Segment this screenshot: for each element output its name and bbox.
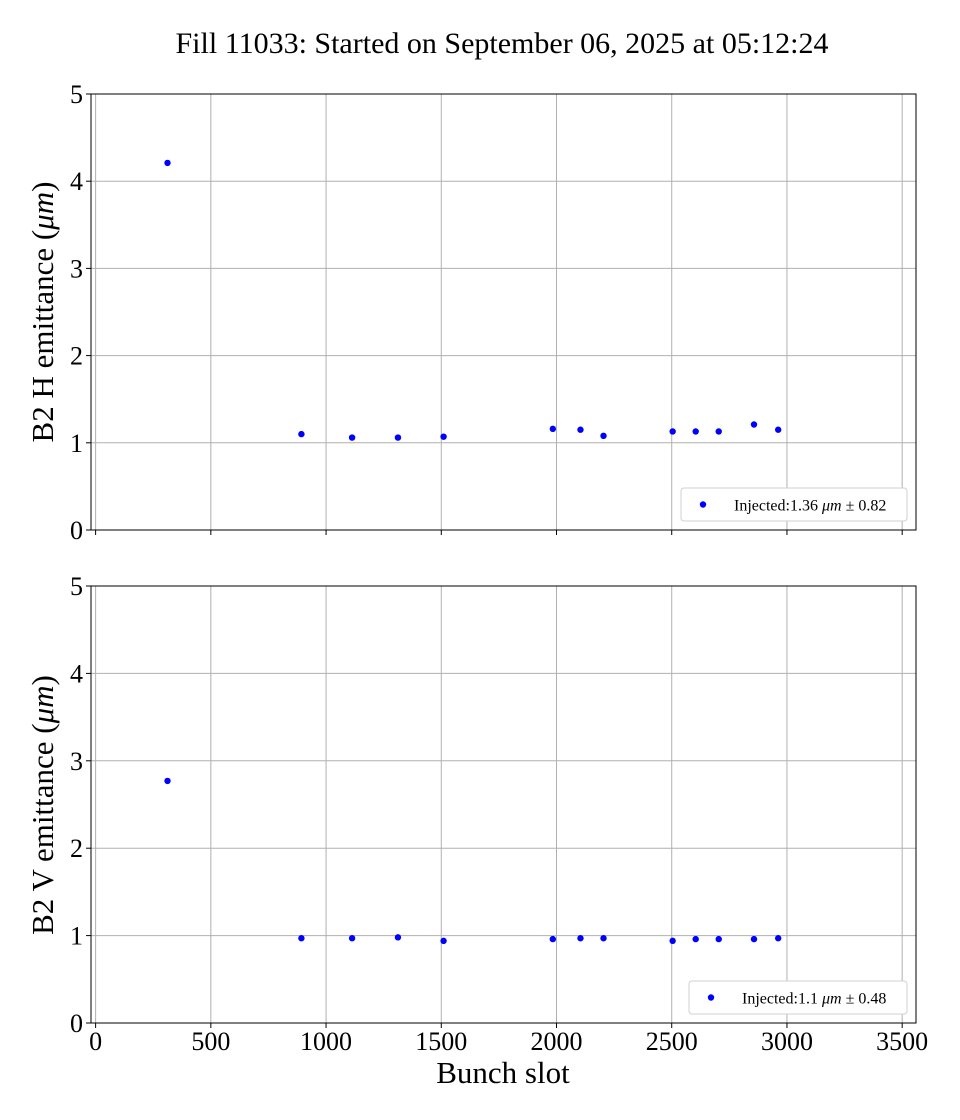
data-point xyxy=(692,428,699,435)
panel-v-emittance: 0 1 2 3 4 5 0 500 1000 1500 2000 2500 3000 3500 B2 V e… xyxy=(25,572,928,1056)
y-tick-label: 1 xyxy=(70,922,83,951)
y-tick-label: 4 xyxy=(70,659,83,688)
data-point xyxy=(774,426,782,433)
y-tick-label: 1 xyxy=(70,429,83,458)
x-tick-label: 3000 xyxy=(761,1027,813,1056)
data-point xyxy=(440,433,447,440)
data-point xyxy=(440,937,447,945)
y-tick-label: 5 xyxy=(70,80,83,109)
figure-title: Fill 11033: Started on September 06, 202… xyxy=(176,27,829,60)
y-axis-label: B2 H emittance (μm) xyxy=(25,182,60,443)
x-tick-label: 1000 xyxy=(300,1027,352,1056)
legend-label: Injected:1.36 μm ± 0.82 xyxy=(734,498,886,515)
data-point xyxy=(715,428,722,435)
legend-marker xyxy=(707,994,715,1001)
data-point xyxy=(164,159,171,167)
data-point xyxy=(577,935,584,942)
legend-marker xyxy=(699,501,707,508)
data-point xyxy=(549,935,557,943)
plot-frame xyxy=(90,93,917,531)
data-point xyxy=(549,425,557,433)
y-tick-label: 5 xyxy=(70,572,83,601)
x-tick-label: 0 xyxy=(89,1027,102,1056)
y-tick-label: 0 xyxy=(70,516,83,545)
x-tick-label: 500 xyxy=(191,1027,230,1056)
y-tick-label: 4 xyxy=(70,167,83,196)
data-point xyxy=(669,428,676,435)
data-point xyxy=(692,935,699,943)
data-point xyxy=(750,421,758,428)
data-point xyxy=(298,430,305,438)
x-tick-label: 2000 xyxy=(531,1027,583,1056)
y-tick-label: 3 xyxy=(70,254,83,283)
data-point xyxy=(164,777,171,785)
data-point xyxy=(715,935,722,943)
data-point xyxy=(298,935,305,942)
data-point xyxy=(669,937,676,945)
data-point xyxy=(600,935,607,942)
y-tick-label: 2 xyxy=(70,834,83,863)
data-point xyxy=(394,934,402,941)
data-point xyxy=(348,434,356,441)
data-point xyxy=(600,432,607,440)
x-tick-label: 3500 xyxy=(876,1027,928,1056)
y-tick-label: 2 xyxy=(70,342,83,371)
data-point xyxy=(774,935,782,942)
legend-label: Injected:1.1 μm ± 0.48 xyxy=(742,991,886,1008)
data-point xyxy=(348,935,356,942)
x-tick-label: 1500 xyxy=(415,1027,467,1056)
x-axis-label: Bunch slot xyxy=(436,1055,570,1090)
legend: Injected:1.36 μm ± 0.82 xyxy=(680,487,908,522)
data-point xyxy=(394,434,402,441)
legend: Injected:1.1 μm ± 0.48 xyxy=(688,980,908,1015)
plot-frame xyxy=(90,585,917,1024)
data-point xyxy=(577,426,584,433)
x-tick-label: 2500 xyxy=(646,1027,698,1056)
y-tick-label: 0 xyxy=(70,1009,83,1038)
data-point xyxy=(750,935,758,943)
legend-box xyxy=(688,980,908,1015)
legend-box xyxy=(680,487,908,522)
panel-h-emittance: 0 1 2 3 4 5 B2 H emittance (μm) Injected:1.36 μ… xyxy=(25,80,917,545)
y-tick-label: 3 xyxy=(70,747,83,776)
y-axis-label: B2 V emittance (μm) xyxy=(25,675,60,935)
